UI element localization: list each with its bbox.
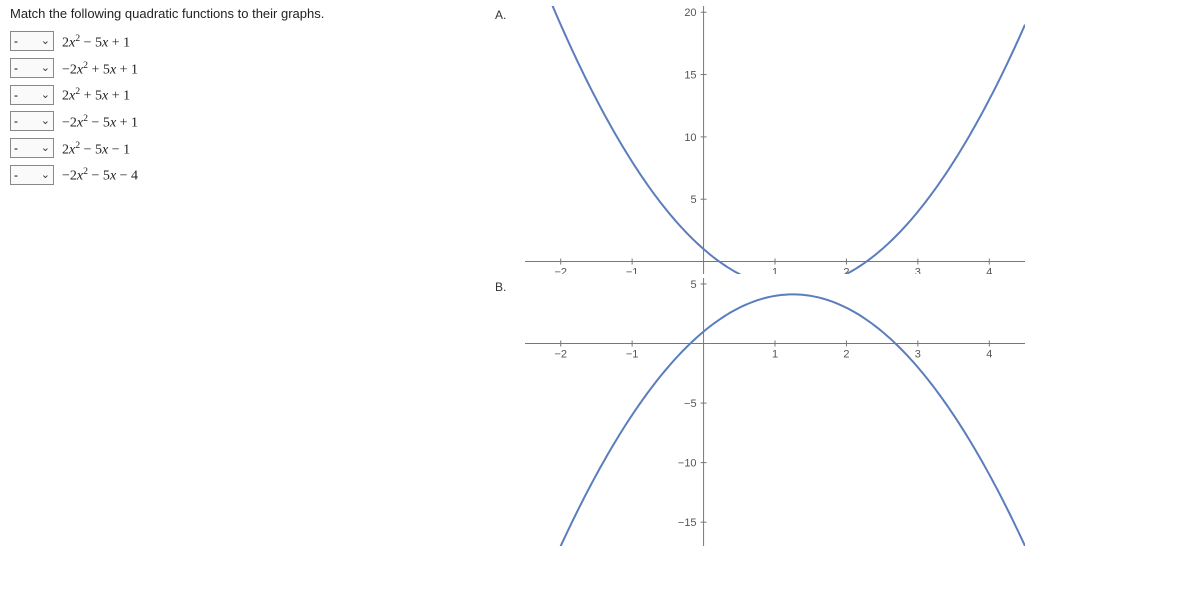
- match-select-4[interactable]: -: [10, 111, 54, 131]
- svg-text:−2: −2: [554, 349, 567, 361]
- svg-text:20: 20: [684, 7, 696, 19]
- svg-text:5: 5: [690, 279, 696, 291]
- function-expression: 2x2 − 5x + 1: [62, 31, 130, 52]
- match-row: -⌄−2x2 + 5x + 1: [10, 58, 495, 79]
- svg-text:3: 3: [915, 349, 921, 361]
- svg-text:1: 1: [772, 267, 778, 274]
- match-row: -⌄2x2 + 5x + 1: [10, 84, 495, 105]
- graph-label: B.: [495, 278, 525, 294]
- svg-text:−1: −1: [626, 349, 639, 361]
- svg-text:2: 2: [843, 349, 849, 361]
- svg-text:4: 4: [986, 349, 992, 361]
- match-row: -⌄2x2 − 5x + 1: [10, 31, 495, 52]
- function-expression: −2x2 + 5x + 1: [62, 58, 138, 79]
- graph-row: A.−2−112345101520: [495, 6, 1190, 274]
- svg-text:15: 15: [684, 70, 696, 82]
- match-select-6[interactable]: -: [10, 165, 54, 185]
- svg-text:−10: −10: [678, 458, 697, 470]
- match-select-1[interactable]: -: [10, 31, 54, 51]
- function-expression: 2x2 − 5x − 1: [62, 138, 130, 159]
- svg-text:−15: −15: [678, 517, 697, 529]
- svg-text:−1: −1: [626, 267, 639, 274]
- match-row: -⌄2x2 − 5x − 1: [10, 138, 495, 159]
- svg-text:1: 1: [772, 349, 778, 361]
- match-select-2[interactable]: -: [10, 58, 54, 78]
- function-expression: 2x2 + 5x + 1: [62, 84, 130, 105]
- svg-text:−2: −2: [554, 267, 567, 274]
- graph-plot: −2−112345101520: [525, 6, 1025, 274]
- graph-label: A.: [495, 6, 525, 22]
- match-row: -⌄−2x2 − 5x − 4: [10, 164, 495, 185]
- function-expression: −2x2 − 5x + 1: [62, 111, 138, 132]
- graph-plot: −2 −1 1 2 3 4 −15 −10 −5 5: [525, 278, 1025, 546]
- svg-text:4: 4: [986, 267, 992, 274]
- svg-text:3: 3: [915, 267, 921, 274]
- svg-text:5: 5: [690, 194, 696, 206]
- match-select-3[interactable]: -: [10, 85, 54, 105]
- left-panel: Match the following quadratic functions …: [10, 6, 495, 550]
- function-expression: −2x2 − 5x − 4: [62, 164, 138, 185]
- match-row: -⌄−2x2 − 5x + 1: [10, 111, 495, 132]
- parabola-curve: [538, 6, 1026, 274]
- match-select-5[interactable]: -: [10, 138, 54, 158]
- parabola-curve: [545, 294, 1025, 546]
- svg-text:10: 10: [684, 132, 696, 144]
- svg-text:−5: −5: [684, 398, 697, 410]
- right-panel: A.−2−112345101520B.−2−11234−15−10−55: [495, 6, 1190, 550]
- graph-row: B. −2 −1 1 2 3 4 −15 −10 −5 5: [495, 278, 1190, 546]
- instruction-text: Match the following quadratic functions …: [10, 6, 495, 21]
